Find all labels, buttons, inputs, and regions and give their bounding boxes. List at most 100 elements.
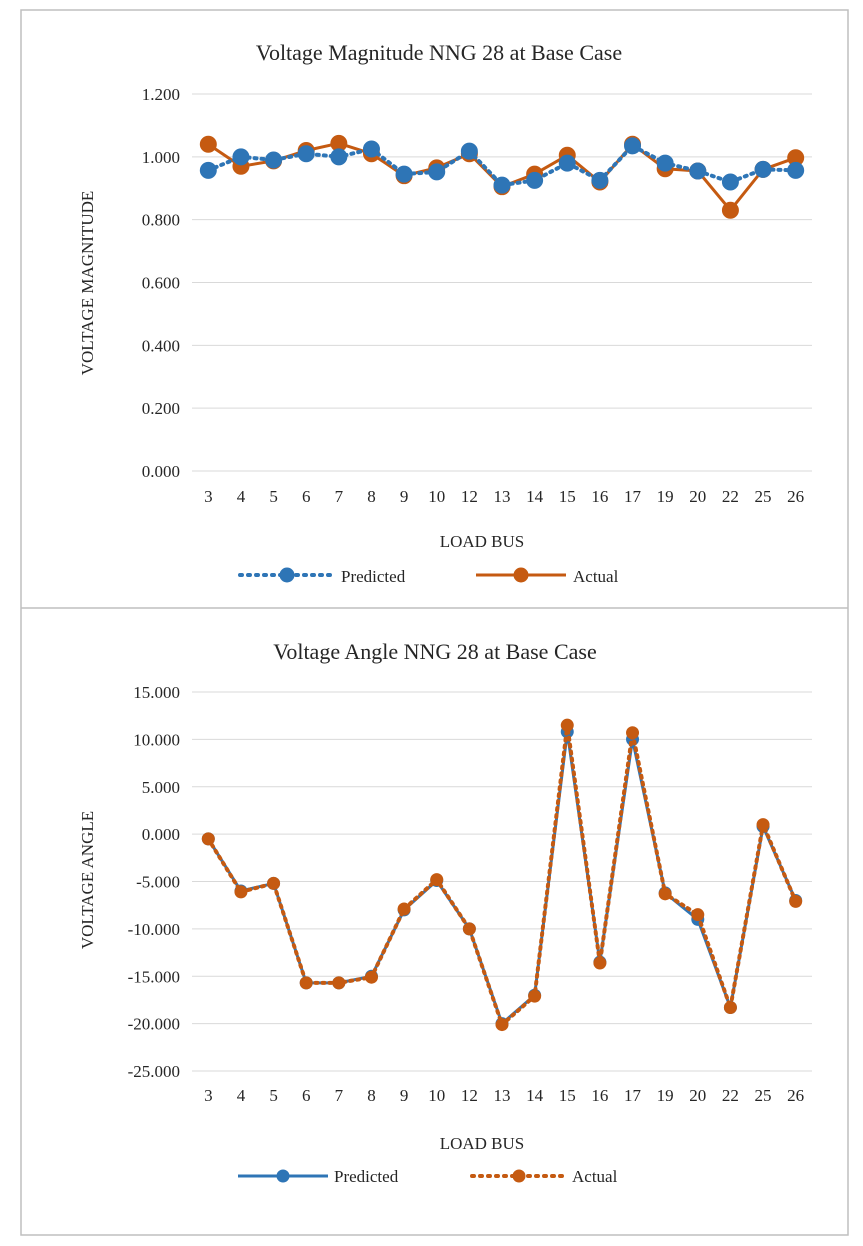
magnitude-point-predicted [362,140,380,158]
magnitude-legend-actual-label: Actual [573,567,619,586]
magnitude-x-tick-label: 26 [787,487,804,506]
magnitude-point-predicted [558,154,576,172]
angle-y-tick-label: -20.000 [128,1015,180,1034]
figure-frame [20,9,849,1236]
angle-x-tick-label: 9 [400,1086,409,1105]
magnitude-y-tick-label: 0.200 [142,399,180,418]
angle-chart-title: Voltage Angle NNG 28 at Base Case [273,639,596,664]
angle-x-tick-label: 12 [461,1086,478,1105]
angle-point-actual [364,970,378,984]
angle-x-tick-label: 3 [204,1086,213,1105]
magnitude-chart: Voltage Magnitude NNG 28 at Base Case 0.… [78,40,812,586]
angle-x-tick-label: 15 [559,1086,576,1105]
magnitude-chart-title: Voltage Magnitude NNG 28 at Base Case [256,40,622,65]
magnitude-x-tick-label: 17 [624,487,642,506]
magnitude-x-tick-label: 13 [494,487,511,506]
magnitude-point-predicted [199,161,217,179]
angle-series-line-actual [206,723,798,1027]
angle-x-tick-label: 26 [787,1086,804,1105]
magnitude-point-predicted [656,154,674,172]
angle-series-line-predicted [207,730,798,1026]
magnitude-point-predicted [232,148,250,166]
angle-x-axis-label: LOAD BUS [440,1134,525,1153]
magnitude-point-predicted [428,163,446,181]
magnitude-point-predicted [624,137,642,155]
angle-x-tick-label: 25 [755,1086,772,1105]
angle-x-tick-label: 10 [428,1086,445,1105]
angle-point-actual [756,818,770,832]
magnitude-point-predicted [330,148,348,166]
angle-legend-predicted-label: Predicted [334,1167,399,1186]
magnitude-legend-actual-swatch [476,567,566,583]
magnitude-y-tick-label: 0.000 [142,462,180,481]
angle-x-tick-label: 7 [335,1086,344,1105]
magnitude-point-predicted [689,162,707,180]
angle-point-actual [397,902,411,916]
angle-x-tick-label: 19 [657,1086,674,1105]
magnitude-legend-marker [279,567,295,583]
angle-x-tick-label: 8 [367,1086,376,1105]
magnitude-x-tick-label: 19 [657,487,674,506]
magnitude-y-tick-label: 1.200 [142,85,180,104]
angle-point-actual [332,976,346,990]
angle-point-actual [658,887,672,901]
magnitude-x-tick-labels: 3 4 5 6 7 8 9 10 12 13 14 15 16 17 19 20 22 25 26 [204,487,804,506]
angle-legend-marker [276,1169,290,1183]
magnitude-x-tick-label: 22 [722,487,739,506]
angle-point-actual [691,908,705,922]
magnitude-y-axis-label: VOLTAGE MAGNITUDE [78,191,97,376]
angle-point-actual [789,894,803,908]
magnitude-y-tick-label: 0.400 [142,336,180,355]
magnitude-point-predicted [526,171,544,189]
angle-x-tick-label: 17 [624,1086,642,1105]
angle-point-actual [234,885,248,899]
angle-point-actual [593,956,607,970]
magnitude-y-tick-label: 0.600 [142,274,180,293]
angle-y-tick-label: 0.000 [142,825,180,844]
angle-point-actual [462,922,476,936]
angle-x-tick-labels: 3 4 5 6 7 8 9 10 12 13 14 15 16 17 19 20 22 25 26 [204,1086,804,1105]
magnitude-legend: Predicted Actual [238,567,619,586]
angle-point-actual [626,726,640,740]
magnitude-gridlines [192,93,812,472]
magnitude-y-tick-label: 1.000 [142,148,180,167]
magnitude-x-tick-label: 12 [461,487,478,506]
magnitude-x-axis-label: LOAD BUS [440,532,525,551]
magnitude-x-tick-label: 10 [428,487,445,506]
angle-x-tick-label: 5 [269,1086,278,1105]
angle-legend: Predicted Actual [238,1167,618,1186]
angle-legend-actual-label: Actual [572,1167,618,1186]
angle-legend-actual-swatch [470,1169,568,1183]
magnitude-x-tick-label: 5 [269,487,278,506]
magnitude-legend-predicted-label: Predicted [341,567,406,586]
angle-point-actual [430,873,444,887]
angle-legend-predicted-swatch [238,1169,328,1183]
angle-y-axis-label: VOLTAGE ANGLE [78,811,97,949]
magnitude-x-tick-label: 16 [591,487,608,506]
magnitude-point-predicted [493,176,511,194]
angle-x-tick-label: 22 [722,1086,739,1105]
magnitude-point-predicted [787,161,805,179]
angle-point-actual [495,1018,509,1032]
magnitude-point-actual [199,135,217,153]
angle-point-actual [299,976,313,990]
angle-point-actual [723,1001,737,1015]
magnitude-point-predicted [460,142,478,160]
angle-x-tick-label: 13 [494,1086,511,1105]
angle-point-actual [201,832,215,846]
angle-point-actual [560,718,574,732]
angle-y-tick-label: 10.000 [133,730,180,749]
magnitude-legend-marker [513,567,529,583]
magnitude-x-tick-label: 14 [526,487,544,506]
magnitude-point-predicted [265,151,283,169]
magnitude-point-predicted [591,171,609,189]
angle-y-tick-labels: -25.000 -20.000 -15.000 -10.000 -5.000 0.000 5… [128,683,180,1081]
angle-x-tick-label: 4 [237,1086,246,1105]
magnitude-point-predicted [721,173,739,191]
magnitude-x-tick-label: 9 [400,487,409,506]
magnitude-y-tick-label: 0.800 [142,211,180,230]
magnitude-x-tick-label: 6 [302,487,311,506]
magnitude-point-actual [721,201,739,219]
magnitude-y-tick-labels: 0.000 0.200 0.400 0.600 0.800 1.000 1.200 [142,85,180,481]
angle-legend-marker [512,1169,526,1183]
